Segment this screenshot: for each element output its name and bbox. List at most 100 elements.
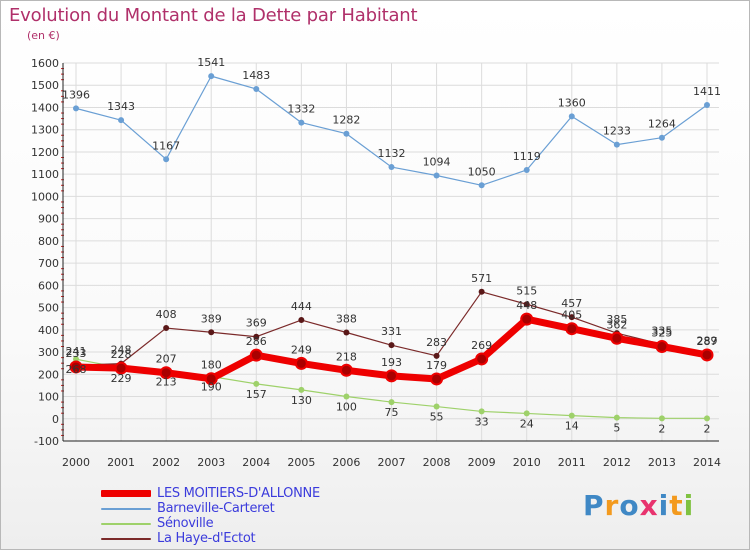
- x-tick-label: 2007: [378, 456, 406, 469]
- data-label: 218: [336, 350, 357, 363]
- data-point: [475, 352, 489, 366]
- data-label: 5: [613, 422, 620, 435]
- data-point: [208, 73, 215, 80]
- data-point: [253, 380, 260, 387]
- data-label: 229: [111, 372, 132, 385]
- data-point: [523, 166, 530, 173]
- data-label: 389: [201, 312, 222, 325]
- legend-swatch: [101, 507, 151, 510]
- data-label: 1119: [513, 150, 541, 163]
- data-label: 1541: [197, 56, 225, 69]
- x-tick-label: 2010: [513, 456, 541, 469]
- data-label: 269: [471, 339, 492, 352]
- data-point: [704, 415, 710, 422]
- data-point: [613, 414, 620, 421]
- data-label: 408: [156, 308, 177, 321]
- data-label: 1050: [468, 165, 496, 178]
- data-point: [433, 352, 440, 359]
- y-tick-label: 900: [38, 213, 59, 226]
- data-point: [523, 301, 530, 308]
- data-label: 1264: [648, 118, 676, 131]
- data-point: [114, 361, 128, 375]
- data-label: 448: [516, 299, 537, 312]
- data-point: [343, 130, 350, 137]
- x-tick-label: 2000: [62, 456, 90, 469]
- x-tick-label: 2008: [423, 456, 451, 469]
- data-point: [388, 399, 395, 406]
- logo-letter: i: [658, 489, 670, 522]
- data-point: [520, 312, 534, 326]
- data-label: 1167: [152, 139, 180, 152]
- data-point: [704, 102, 710, 109]
- data-label: 207: [156, 353, 177, 366]
- legend-label: Barneville-Carteret: [157, 501, 275, 516]
- data-point: [385, 369, 398, 383]
- data-point: [253, 86, 260, 93]
- logo-letter: P: [583, 489, 605, 522]
- data-point: [249, 348, 263, 362]
- y-tick-label: 700: [38, 257, 59, 270]
- data-label-layer: 268 229 213 190 157 130 100 75 55 33 24 14 5 2 2 241 248…: [62, 56, 721, 435]
- data-point: [298, 386, 305, 393]
- series-layer: [69, 73, 714, 422]
- data-label: 130: [291, 394, 312, 407]
- data-label: 1132: [378, 147, 406, 160]
- data-label: 33: [475, 415, 489, 428]
- data-point: [523, 410, 530, 417]
- legend: LES MOITIERS-D'ALLONNE Barneville-Cartere…: [101, 486, 320, 546]
- data-point: [118, 117, 125, 124]
- x-tick-label: 2012: [603, 456, 631, 469]
- data-label: 1282: [332, 114, 360, 127]
- y-tick-label: 100: [38, 391, 59, 404]
- logo-letter: t: [669, 489, 684, 522]
- data-label: 100: [336, 401, 357, 414]
- data-point: [433, 172, 440, 179]
- data-label: 1332: [287, 103, 315, 116]
- data-label: 444: [291, 300, 312, 313]
- data-point: [343, 393, 350, 400]
- data-label: 233: [66, 347, 87, 360]
- data-point: [388, 342, 395, 349]
- logo-letter: r: [604, 489, 620, 522]
- data-label: 287: [697, 335, 718, 348]
- y-unit-label: (en €): [27, 29, 60, 42]
- data-label: 289: [697, 335, 718, 348]
- data-label: 283: [426, 336, 447, 349]
- legend-item: Barneville-Carteret: [101, 501, 320, 516]
- data-label: 193: [381, 356, 402, 369]
- data-point: [478, 288, 485, 295]
- legend-label: LES MOITIERS-D'ALLONNE: [157, 486, 320, 501]
- data-point: [658, 134, 665, 141]
- grid-layer: [63, 62, 719, 442]
- data-label: 571: [471, 272, 492, 285]
- legend-swatch: [101, 522, 151, 525]
- data-point: [433, 403, 440, 410]
- data-point: [613, 141, 620, 148]
- data-point: [69, 360, 83, 374]
- data-label: 335: [651, 324, 672, 337]
- legend-item: La Haye-d'Ectot: [101, 531, 320, 546]
- data-label: 388: [336, 312, 357, 325]
- data-label: 268: [66, 363, 87, 376]
- data-point: [388, 164, 395, 171]
- axis-layer: -100 0 100 200 300 400 500 600 700 800 900 1000 1100…: [31, 57, 721, 469]
- data-label: 249: [291, 343, 312, 356]
- data-label: 1396: [62, 88, 90, 101]
- x-tick-label: 2004: [242, 456, 270, 469]
- data-point: [565, 322, 579, 336]
- y-tick-label: 1200: [31, 146, 59, 159]
- data-point: [568, 314, 575, 321]
- data-label: 228: [111, 348, 132, 361]
- proxiti-logo: Proxiti: [583, 489, 694, 522]
- data-label: 2: [704, 422, 711, 435]
- y-tick-label: 200: [38, 368, 59, 381]
- x-tick-label: 2014: [693, 456, 721, 469]
- data-label: 1360: [558, 96, 586, 109]
- data-label: 241: [66, 345, 87, 358]
- data-label: 24: [520, 417, 534, 430]
- data-label: 362: [606, 318, 627, 331]
- y-tick-label: 1600: [31, 57, 59, 70]
- data-point: [298, 317, 305, 324]
